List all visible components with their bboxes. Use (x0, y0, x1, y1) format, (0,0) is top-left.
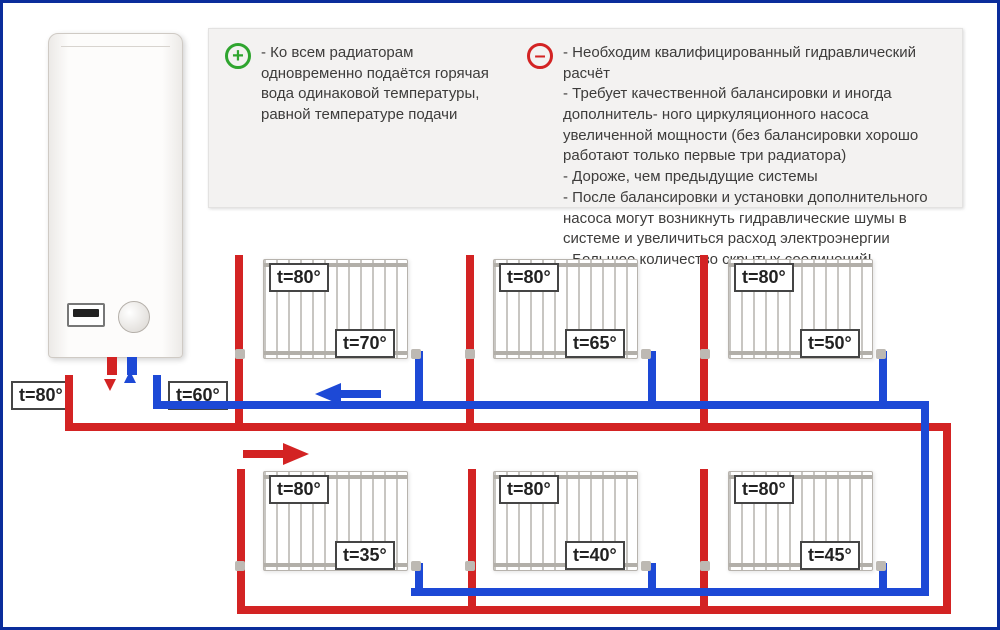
radiator-inlet-temp: t=80° (734, 475, 794, 504)
cons-text: - Необходим квалифицированный гидравличе… (563, 43, 946, 193)
boiler-supply-stub (107, 357, 117, 375)
supply-pipe-segment (235, 255, 243, 423)
boiler-hot-arrow-icon (104, 379, 116, 391)
pros-column: + - Ко всем радиаторам одновременно пода… (225, 43, 505, 193)
info-panel: + - Ко всем радиаторам одновременно пода… (208, 28, 963, 208)
radiator-outlet-temp: t=65° (565, 329, 625, 358)
return-pipe-segment (648, 351, 656, 409)
supply-pipe-segment (65, 375, 73, 425)
boiler-cold-arrow-icon (124, 371, 136, 383)
boiler-knob-icon (118, 301, 150, 333)
return-pipe-segment (921, 401, 929, 593)
diagram-canvas: + - Ко всем радиаторам одновременно пода… (0, 0, 1000, 630)
radiator-outlet-temp: t=35° (335, 541, 395, 570)
supply-pipe-segment (65, 423, 943, 431)
supply-pipe-segment (237, 606, 951, 614)
supply-pipe-segment (466, 255, 474, 423)
cons-column: – - Необходим квалифицированный гидравли… (527, 43, 946, 193)
return-pipe-segment (879, 351, 887, 409)
supply-pipe-segment (237, 469, 245, 614)
radiator-outlet-temp: t=50° (800, 329, 860, 358)
return-pipe-segment (153, 401, 925, 409)
supply-flow-arrow-icon (283, 443, 309, 465)
pros-text: - Ко всем радиаторам одновременно подаёт… (261, 43, 505, 193)
radiator-inlet-temp: t=80° (269, 475, 329, 504)
boiler (48, 33, 183, 358)
return-flow-arrow-icon (315, 383, 341, 405)
boiler-supply-temp: t=80° (11, 381, 71, 410)
radiator-outlet-temp: t=40° (565, 541, 625, 570)
return-pipe-segment (153, 375, 161, 403)
radiator-outlet-temp: t=45° (800, 541, 860, 570)
boiler-display-icon (67, 303, 105, 327)
radiator-inlet-temp: t=80° (734, 263, 794, 292)
plus-icon: + (225, 43, 251, 69)
return-pipe-segment (415, 351, 423, 409)
radiator-inlet-temp: t=80° (499, 263, 559, 292)
radiator-inlet-temp: t=80° (269, 263, 329, 292)
radiator-inlet-temp: t=80° (499, 475, 559, 504)
minus-icon: – (527, 43, 553, 69)
radiator-outlet-temp: t=70° (335, 329, 395, 358)
supply-pipe-segment (943, 423, 951, 609)
return-pipe-segment (411, 588, 929, 596)
supply-pipe-segment (700, 255, 708, 423)
